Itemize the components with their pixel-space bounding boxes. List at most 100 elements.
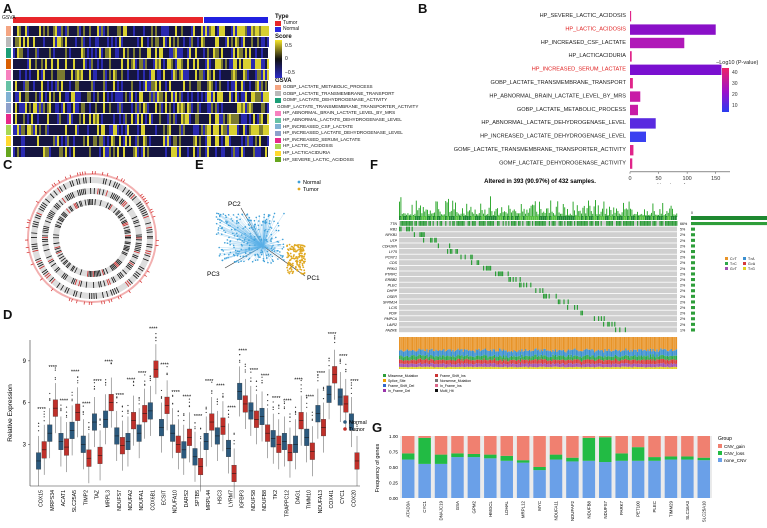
sample-annotation (621, 216, 623, 220)
heatmap-cell (23, 136, 25, 146)
titv-segment (587, 359, 589, 364)
normal-point-ray (262, 244, 280, 247)
titv-segment (486, 350, 488, 356)
heatmap-cell (175, 136, 177, 146)
titv-segment (625, 337, 627, 349)
titv-segment (483, 354, 485, 359)
titv-segment (568, 354, 570, 360)
heatmap-cell (263, 59, 265, 69)
tmb-bar (429, 210, 431, 217)
gene-label: ECSIT (161, 489, 167, 505)
sample-annotation (491, 216, 493, 220)
circos-outer-mark (30, 263, 34, 266)
titv-segment (643, 359, 645, 364)
titv-segment (633, 355, 635, 360)
tmb-bar (543, 211, 545, 217)
heatmap-cell (125, 92, 127, 102)
gene-set-swatch (275, 130, 281, 136)
heatmap-cell (227, 114, 229, 124)
titv-segment (579, 360, 581, 365)
titv-segment (558, 367, 561, 369)
heatmap-cell (107, 48, 109, 58)
heatmap-cell (41, 70, 43, 80)
heatmap-cell (15, 114, 17, 124)
outlier (71, 400, 73, 402)
circos-band (75, 290, 78, 297)
sample-annotation (507, 216, 509, 220)
heatmap-cell (189, 37, 191, 47)
normal-point (281, 238, 284, 241)
circos-band (36, 212, 43, 216)
mutation-cell (600, 221, 602, 226)
gene-pct: 2% (680, 317, 686, 321)
titv-segment (653, 367, 655, 369)
tmb-bar (578, 211, 580, 217)
tmb-bar (485, 214, 487, 217)
circos-band (55, 249, 62, 253)
significance-mark: **** (82, 401, 91, 407)
sample-annotation (649, 216, 651, 220)
titv-segment (496, 367, 498, 369)
heatmap-cell (107, 92, 109, 102)
circos-band (43, 270, 49, 276)
stack-segment (533, 467, 546, 471)
circos-band (66, 287, 70, 294)
titv-segment (561, 363, 563, 367)
heatmap-cell (157, 92, 159, 102)
titv-segment (590, 367, 592, 369)
titv-segment (408, 360, 410, 365)
sample-annotation (613, 216, 615, 220)
heatmap-cell (203, 37, 205, 47)
circos-band (56, 221, 63, 225)
mutation-cell (456, 221, 458, 226)
circos-outer-mark (103, 300, 105, 304)
gene-set-label: HP_ABNORMAL_LACTATE_DEHYDROGENASE_LEVEL (283, 116, 402, 122)
tmb-bar (579, 210, 581, 217)
titv-legend-swatch (725, 267, 728, 270)
titv-segment (521, 354, 523, 360)
heatmap-cell (175, 48, 177, 58)
heatmap-cell (83, 103, 85, 113)
tmb-bar (490, 196, 491, 217)
heatmap-cell (229, 114, 231, 124)
heatmap-cell (265, 125, 267, 135)
titv-segment (417, 337, 419, 351)
normal-point (277, 222, 279, 224)
titv-segment (648, 360, 650, 365)
titv-segment (441, 363, 444, 368)
titv-segment (609, 359, 611, 364)
titv-segment (545, 356, 548, 361)
titv-segment (586, 348, 588, 355)
titv-segment (428, 356, 431, 361)
heatmap-cell (237, 103, 239, 113)
stack-segment (631, 436, 645, 448)
titv-segment (499, 337, 501, 349)
heatmap-cell (235, 26, 237, 36)
heatmap-cell (219, 70, 221, 80)
category-label: GPM2 (471, 500, 476, 513)
heatmap-cell (21, 136, 23, 146)
titv-segment (436, 350, 438, 357)
gene-set-legend-item: GOBP_LACTATE_TRANSMEMBRANE_TRANSPORT (275, 91, 415, 98)
normal-point-ray (236, 222, 264, 247)
titv-segment (448, 349, 450, 357)
titv-segment (427, 337, 429, 353)
titv-segment (629, 351, 631, 358)
tmb-bar (564, 207, 566, 217)
heatmap-cell (149, 81, 151, 91)
titv-segment (652, 337, 654, 349)
heatmap-cell (113, 125, 115, 135)
titv-segment (617, 356, 619, 361)
heatmap-cell (247, 103, 249, 113)
heatmap-cell (197, 147, 199, 157)
titv-segment (479, 337, 481, 352)
heatmap-cell (113, 81, 115, 91)
tumor-point (286, 269, 289, 272)
gene-label: RB1 (390, 228, 397, 232)
heatmap-cell (249, 125, 251, 135)
tmb-bar (491, 211, 493, 217)
sample-annotation (531, 216, 533, 220)
heatmap-cell (133, 147, 135, 157)
titv-segment (423, 360, 425, 364)
tmb-bar (425, 209, 427, 217)
